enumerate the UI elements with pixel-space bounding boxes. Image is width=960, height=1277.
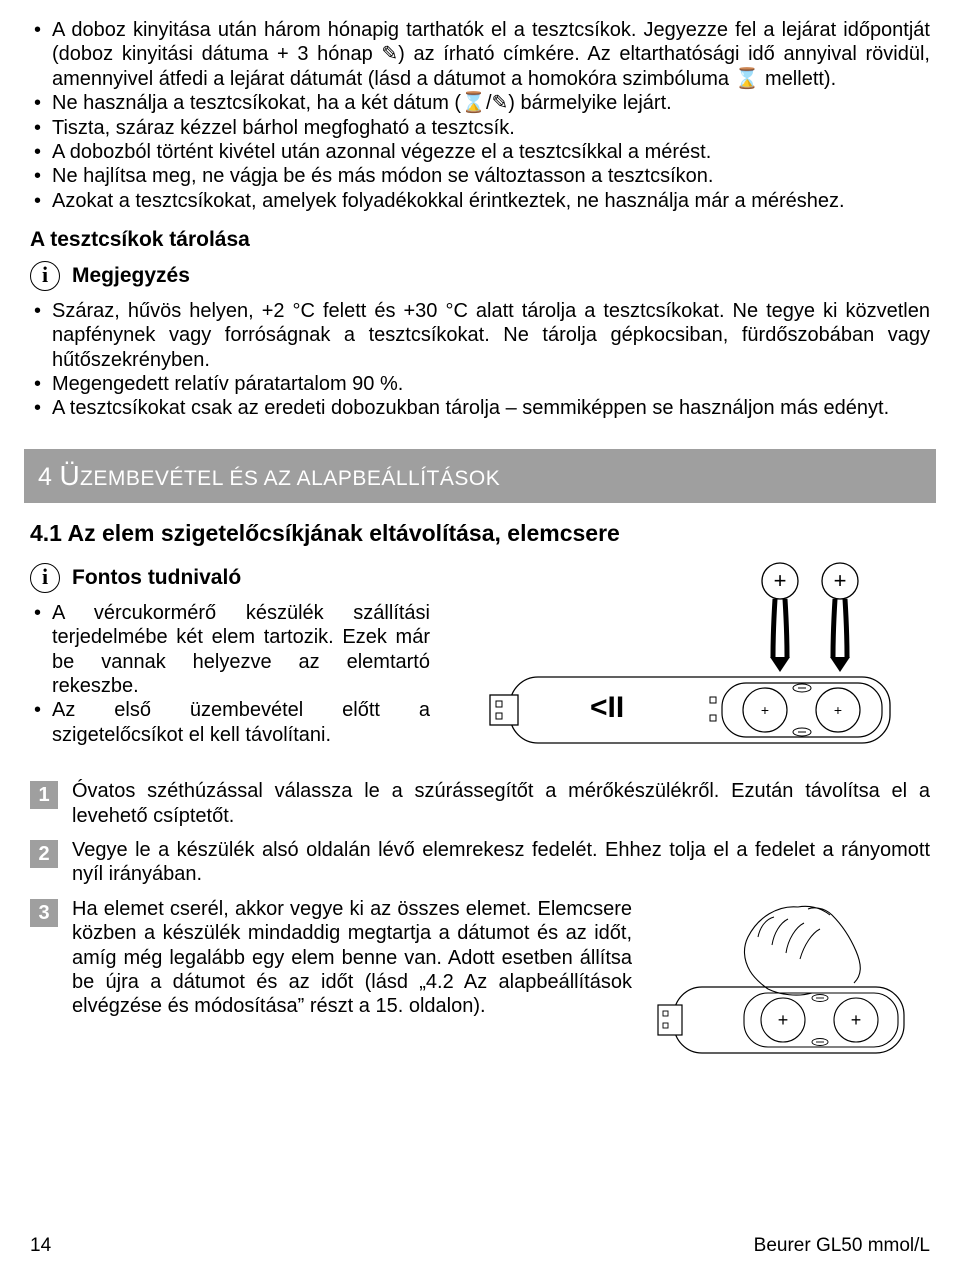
chapter-title-first: Ü [59, 460, 80, 491]
list-item: Tiszta, száraz kézzel bárhol megfogható … [30, 116, 930, 140]
step-3: 3 Ha elemet cserél, akkor vegye ki az ös… [30, 897, 930, 1077]
page-footer: 14 Beurer GL50 mmol/L [30, 1234, 930, 1257]
storage-heading: A tesztcsíkok tárolása [30, 227, 930, 253]
important-list: A vércukormérő készülék szállítási terje… [30, 601, 430, 747]
note-label: Megjegyzés [72, 263, 190, 289]
step-1: 1 Óvatos széthúzással válassza le a szúr… [30, 779, 930, 828]
important-label: Fontos tudnivaló [72, 565, 241, 591]
footer-product: Beurer GL50 mmol/L [754, 1234, 930, 1257]
chapter-heading: 4 ÜZEMBEVÉTEL ÉS AZ ALAPBEÁLLÍTÁSOK [24, 449, 936, 503]
list-item: A tesztcsíkokat csak az eredeti dobozukb… [30, 396, 930, 420]
step-number: 3 [30, 899, 58, 927]
list-item: A dobozból történt kivétel után azonnal … [30, 140, 930, 164]
hand-insert-figure: + + [648, 897, 928, 1077]
list-item: Száraz, hűvös helyen, +2 °C felett és +3… [30, 299, 930, 372]
step-2: 2 Vegye le a készülék alsó oldalán lévő … [30, 838, 930, 887]
svg-text:+: + [761, 702, 769, 718]
battery-device-figure: + + <II + [460, 557, 920, 757]
list-item: A doboz kinyitása után három hónapig tar… [30, 18, 930, 91]
step-text: Ha elemet cserél, akkor vegye ki az össz… [72, 897, 632, 1019]
list-item: Ne hajlítsa meg, ne vágja be és más módo… [30, 164, 930, 188]
step-text: Vegye le a készülék alsó oldalán lévő el… [72, 838, 930, 887]
step-number: 2 [30, 840, 58, 868]
svg-text:<II: <II [590, 691, 624, 724]
svg-text:+: + [778, 1010, 789, 1030]
svg-text:+: + [774, 568, 787, 593]
step-number: 1 [30, 781, 58, 809]
chapter-title-rest: ZEMBEVÉTEL ÉS AZ ALAPBEÁLLÍTÁSOK [80, 467, 500, 490]
chapter-number: 4 [38, 463, 52, 491]
svg-text:+: + [834, 568, 847, 593]
note-row: i Megjegyzés [30, 261, 930, 291]
svg-text:+: + [851, 1010, 862, 1030]
info-icon: i [30, 563, 60, 593]
info-icon: i [30, 261, 60, 291]
test-strip-usage-list: A doboz kinyitása után három hónapig tar… [30, 18, 930, 213]
page-number: 14 [30, 1234, 51, 1257]
list-item: A vércukormérő készülék szállítási terje… [30, 601, 430, 699]
storage-list: Száraz, hűvös helyen, +2 °C felett és +3… [30, 299, 930, 421]
list-item: Az első üzembevétel előtt a szigetelőcsí… [30, 698, 430, 747]
list-item: Azokat a tesztcsíkokat, amelyek folyadék… [30, 189, 930, 213]
important-row: i Fontos tudnivaló [30, 563, 430, 593]
list-item: Megengedett relatív páratartalom 90 %. [30, 372, 930, 396]
step-text: Óvatos széthúzással válassza le a szúrás… [72, 779, 930, 828]
svg-text:+: + [834, 702, 842, 718]
subsection-heading: 4.1 Az elem szigetelőcsíkjának eltávolít… [30, 519, 930, 547]
list-item: Ne használja a tesztcsíkokat, ha a két d… [30, 91, 930, 115]
